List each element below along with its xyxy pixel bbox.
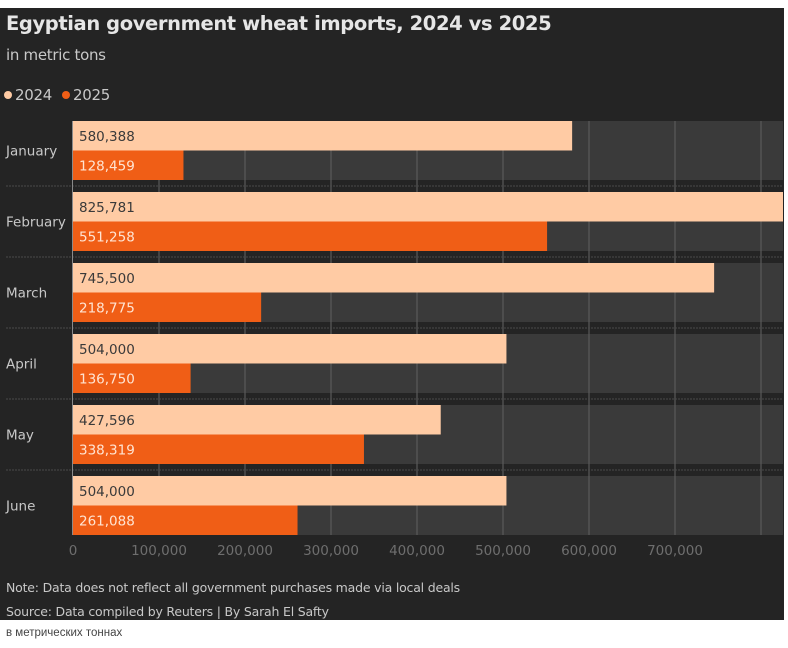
bar-value-label: 745,500 <box>79 271 135 287</box>
footnote: Note: Data does not reflect all governme… <box>6 580 460 595</box>
category-label: May <box>6 428 34 444</box>
x-tick-label: 100,000 <box>131 543 187 559</box>
bar-value-label: 136,750 <box>79 371 135 387</box>
legend: 2024 2025 <box>4 86 120 104</box>
bar-2024 <box>73 405 441 435</box>
legend-item-2024: 2024 <box>4 86 52 104</box>
legend-label-2025: 2025 <box>72 86 110 104</box>
bar-value-label: 128,459 <box>79 158 135 174</box>
category-label: January <box>5 144 57 160</box>
bar-value-label: 218,775 <box>79 300 135 316</box>
caption: в метрических тоннах <box>6 627 123 639</box>
source-line: Source: Data compiled by Reuters | By Sa… <box>6 604 329 619</box>
bar-value-label: 261,088 <box>79 513 135 529</box>
x-tick-label: 400,000 <box>389 543 445 559</box>
x-tick-label: 600,000 <box>561 543 617 559</box>
legend-dot-2024-icon <box>4 91 12 99</box>
x-tick-label: 700,000 <box>647 543 703 559</box>
x-tick-label: 500,000 <box>475 543 531 559</box>
x-tick-label: 0 <box>69 543 78 559</box>
bar-2025 <box>73 434 364 464</box>
bar-2024 <box>73 263 715 293</box>
bar-value-label: 427,596 <box>79 413 135 429</box>
bar-2025 <box>73 292 262 322</box>
x-tick-label: 300,000 <box>303 543 359 559</box>
chart-subtitle: in metric tons <box>6 46 106 64</box>
bar-value-label: 825,781 <box>79 200 135 216</box>
bar-value-label: 338,319 <box>79 442 135 458</box>
legend-item-2025: 2025 <box>61 86 110 104</box>
bar-value-label: 504,000 <box>79 342 135 358</box>
legend-dot-2025-icon <box>61 91 70 99</box>
bar-2024 <box>73 192 783 222</box>
chart-title: Egyptian government wheat imports, 2024 … <box>6 12 552 35</box>
category-label: April <box>6 357 37 373</box>
bar-value-label: 551,258 <box>79 229 135 245</box>
bar-2024 <box>73 334 507 364</box>
bar-2025 <box>73 505 298 535</box>
category-label: February <box>6 215 66 231</box>
bar-2024 <box>73 121 573 151</box>
legend-label-2024: 2024 <box>15 86 52 104</box>
bar-2025 <box>73 150 184 180</box>
bar-2025 <box>73 363 191 393</box>
bar-value-label: 580,388 <box>79 129 135 145</box>
bar-2025 <box>73 221 548 251</box>
x-tick-label: 200,000 <box>217 543 273 559</box>
category-label: March <box>6 286 47 302</box>
bar-2024 <box>73 476 507 506</box>
bar-value-label: 504,000 <box>79 484 135 500</box>
category-label: June <box>5 499 35 515</box>
